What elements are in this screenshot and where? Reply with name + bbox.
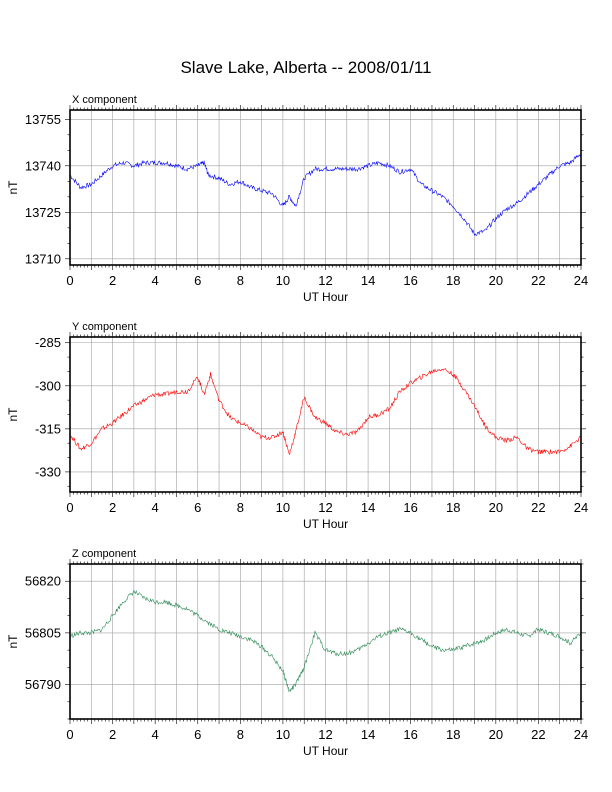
x-axis-label: UT Hour xyxy=(303,517,348,531)
x-tick-label: 6 xyxy=(194,727,201,742)
y-axis-label: nT xyxy=(6,180,20,195)
x-tick-label: 22 xyxy=(531,727,545,742)
x-tick-label: 14 xyxy=(361,727,375,742)
series-line xyxy=(69,589,582,693)
x-tick-label: 18 xyxy=(446,727,460,742)
x-axis-label: UT Hour xyxy=(303,744,348,758)
x-tick-label: 24 xyxy=(574,273,588,288)
x-tick-label: 18 xyxy=(446,500,460,515)
x-tick-label: 6 xyxy=(194,273,201,288)
plot-frame xyxy=(69,563,582,720)
y-axis-label: nT xyxy=(6,634,20,649)
x-tick-label: 8 xyxy=(237,273,244,288)
x-tick-label: 4 xyxy=(152,273,159,288)
x-tick-label: 4 xyxy=(152,500,159,515)
x-tick-label: 24 xyxy=(574,727,588,742)
x-tick-label: 14 xyxy=(361,273,375,288)
x-tick-label: 2 xyxy=(109,273,116,288)
y-tick-label: -300 xyxy=(35,378,61,393)
panel-label: Y component xyxy=(72,321,137,333)
x-tick-label: 20 xyxy=(489,500,503,515)
x-tick-label: 2 xyxy=(109,500,116,515)
x-tick-label: 4 xyxy=(152,727,159,742)
x-tick-label: 10 xyxy=(276,273,290,288)
chart-title: Slave Lake, Alberta -- 2008/01/11 xyxy=(180,58,432,77)
x-tick-label: 24 xyxy=(574,500,588,515)
x-tick-label: 16 xyxy=(403,727,417,742)
x-tick-label: 18 xyxy=(446,273,460,288)
x-tick-label: 20 xyxy=(489,273,503,288)
x-axis-label: UT Hour xyxy=(303,290,348,304)
y-tick-label: 13725 xyxy=(25,205,61,220)
x-tick-label: 10 xyxy=(276,500,290,515)
x-tick-label: 8 xyxy=(237,727,244,742)
y-tick-label: 13755 xyxy=(25,112,61,127)
y-tick-label: 56805 xyxy=(25,625,61,640)
x-tick-label: 12 xyxy=(318,727,332,742)
x-tick-label: 12 xyxy=(318,500,332,515)
panel-label: Z component xyxy=(72,548,136,560)
x-tick-label: 6 xyxy=(194,500,201,515)
y-tick-label: 13710 xyxy=(25,251,61,266)
y-tick-label: 13740 xyxy=(25,158,61,173)
y-tick-label: -315 xyxy=(35,421,61,436)
panel-label: X component xyxy=(72,94,137,106)
x-tick-label: 12 xyxy=(318,273,332,288)
x-tick-label: 8 xyxy=(237,500,244,515)
x-tick-label: 14 xyxy=(361,500,375,515)
x-tick-label: 22 xyxy=(531,500,545,515)
x-tick-label: 2 xyxy=(109,727,116,742)
x-tick-label: 10 xyxy=(276,727,290,742)
y-axis-label: nT xyxy=(6,407,20,422)
plot-frame xyxy=(69,336,582,493)
series-line xyxy=(69,153,582,237)
y-tick-label: -285 xyxy=(35,335,61,350)
y-tick-label: 56790 xyxy=(25,677,61,692)
x-tick-label: 16 xyxy=(403,273,417,288)
y-tick-label: 56820 xyxy=(25,574,61,589)
x-tick-label: 20 xyxy=(489,727,503,742)
plot-frame xyxy=(69,109,582,266)
x-tick-label: 16 xyxy=(403,500,417,515)
x-tick-label: 22 xyxy=(531,273,545,288)
x-tick-label: 0 xyxy=(66,500,73,515)
series-line xyxy=(69,368,582,455)
x-tick-label: 0 xyxy=(66,273,73,288)
y-tick-label: -330 xyxy=(35,464,61,479)
x-tick-label: 0 xyxy=(66,727,73,742)
